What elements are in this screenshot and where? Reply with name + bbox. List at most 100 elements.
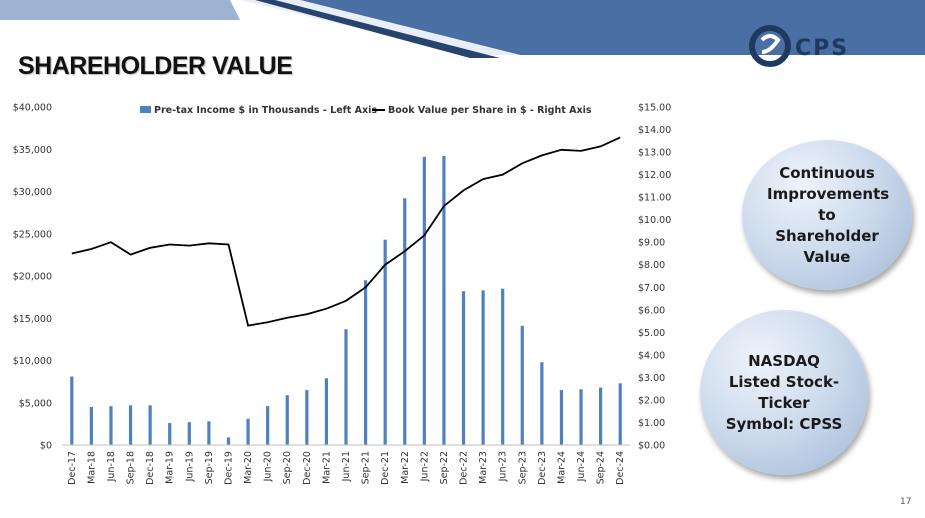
right-tick-label: $12.00 <box>638 170 671 181</box>
bar-Dec-19 <box>226 437 231 445</box>
x-tick-label: Dec-18 <box>145 451 156 485</box>
x-axis: Dec-17 Mar-18 Jun-18 Sep-18 Dec-18 Mar-19 Jun-… <box>67 451 626 485</box>
bar-Dec-23 <box>540 362 544 445</box>
page-number: 17 <box>900 497 912 507</box>
bar-Mar-22 <box>403 198 407 445</box>
book-value-line <box>71 136 621 327</box>
callout-nasdaq: NASDAQ Listed Stock- Ticker Symbol: CPSS <box>700 310 868 475</box>
x-tick-label: Sep-23 <box>517 451 528 484</box>
bar-Jun-21 <box>344 329 348 445</box>
legend-label-bars: Pre-tax Income $ in Thousands - Left Axi… <box>154 105 377 116</box>
bar-Sep-20 <box>285 395 289 445</box>
right-tick-label: $6.00 <box>638 305 665 316</box>
right-tick-label: $7.00 <box>638 283 665 294</box>
right-tick-label: $8.00 <box>638 260 665 271</box>
right-tick-label: $10.00 <box>638 215 671 226</box>
legend: Pre-tax Income $ in Thousands - Left Axi… <box>140 105 592 116</box>
callout-1-text: Continuous Improvements to Shareholder V… <box>767 163 890 266</box>
x-tick-label: Dec-17 <box>67 451 78 485</box>
x-tick-label: Dec-20 <box>302 451 313 485</box>
x-tick-label: Jun-20 <box>263 451 274 482</box>
bar-Jun-22 <box>422 156 426 445</box>
x-tick-label: Mar-22 <box>400 451 411 484</box>
x-tick-label: Dec-19 <box>223 451 234 485</box>
x-tick-label: Jun-19 <box>184 451 195 482</box>
x-tick-label: Jun-23 <box>498 451 509 482</box>
callout-2-text: NASDAQ Listed Stock- Ticker Symbol: CPSS <box>725 351 843 433</box>
x-tick-label: Mar-18 <box>86 451 97 484</box>
x-tick-label: Mar-20 <box>243 451 254 484</box>
legend-label-line: Book Value per Share in $ - Right Axis <box>388 105 592 116</box>
left-tick-label: $5,000 <box>19 398 52 409</box>
logo-text: CPS <box>795 36 850 61</box>
page-title: SHAREHOLDER VALUE <box>18 52 293 80</box>
right-tick-label: $13.00 <box>638 148 671 159</box>
right-tick-label: $4.00 <box>638 350 665 361</box>
cps-logo <box>749 25 791 67</box>
bar-Sep-23 <box>520 325 524 445</box>
bar-Dec-24 <box>618 383 622 445</box>
left-tick-label: $10,000 <box>13 356 52 367</box>
left-tick-label: $20,000 <box>13 272 52 283</box>
bar-Mar-18 <box>89 406 93 445</box>
x-tick-label: Sep-24 <box>596 451 607 484</box>
x-tick-label: Sep-22 <box>439 451 450 484</box>
x-tick-label: Jun-22 <box>419 451 430 482</box>
header-banner <box>0 0 925 58</box>
left-axis: $0 $5,000 $10,000 $15,000 $20,000 $25,000 $30,… <box>13 103 52 452</box>
x-tick-label: Jun-24 <box>576 451 587 482</box>
x-tick-label: Sep-19 <box>204 451 215 484</box>
callout-shareholder-value: Continuous Improvements to Shareholder V… <box>742 140 912 290</box>
bar-Dec-17 <box>70 376 74 445</box>
shareholder-value-chart: $0 $5,000 $10,000 $15,000 $20,000 $25,000 $30,… <box>13 103 672 485</box>
right-axis: $0.00 $1.00 $2.00 $3.00 $4.00 $5.00 $6.00 $7.00… <box>638 103 671 452</box>
bar-Jun-18 <box>109 406 113 445</box>
x-tick-label: Sep-21 <box>361 451 372 484</box>
right-tick-label: $5.00 <box>638 328 665 339</box>
x-tick-label: Dec-24 <box>615 451 626 485</box>
left-tick-label: $35,000 <box>13 145 52 156</box>
right-tick-label: $11.00 <box>638 193 671 204</box>
bar-Dec-21 <box>383 239 387 445</box>
bar-Dec-18 <box>148 405 152 445</box>
x-tick-label: Jun-21 <box>341 451 352 482</box>
bar-Sep-18 <box>128 405 133 445</box>
bar-Mar-21 <box>324 378 329 445</box>
right-tick-label: $2.00 <box>638 395 665 406</box>
x-tick-label: Dec-22 <box>459 451 470 485</box>
bar-Mar-23 <box>481 290 485 445</box>
x-tick-label: Jun-18 <box>106 451 117 482</box>
left-tick-label: $25,000 <box>13 229 52 240</box>
bar-Mar-19 <box>168 423 172 445</box>
right-tick-label: $14.00 <box>638 125 671 136</box>
x-tick-label: Mar-19 <box>165 451 176 484</box>
left-tick-label: $0 <box>40 441 52 452</box>
bar-Sep-24 <box>599 387 603 445</box>
left-tick-label: $30,000 <box>13 187 52 198</box>
left-tick-label: $40,000 <box>13 103 52 114</box>
x-tick-label: Mar-21 <box>321 451 332 484</box>
x-tick-label: Dec-21 <box>380 451 391 485</box>
right-tick-label: $0.00 <box>638 441 665 452</box>
bar-Sep-19 <box>207 421 211 445</box>
bar-Mar-20 <box>246 418 250 445</box>
bar-Mar-24 <box>559 390 564 445</box>
x-tick-label: Mar-24 <box>556 451 567 484</box>
bar-Jun-23 <box>501 288 505 445</box>
bar-Sep-22 <box>442 156 446 445</box>
right-tick-label: $1.00 <box>638 418 665 429</box>
bar-Dec-22 <box>461 291 466 445</box>
bar-Sep-21 <box>363 280 368 445</box>
bar-Jun-20 <box>266 406 270 445</box>
right-tick-label: $9.00 <box>638 238 665 249</box>
right-tick-label: $15.00 <box>638 103 671 114</box>
x-tick-label: Sep-20 <box>282 451 293 484</box>
x-tick-label: Sep-18 <box>126 451 137 484</box>
x-tick-label: Mar-23 <box>478 451 489 484</box>
left-tick-label: $15,000 <box>13 314 52 325</box>
bar-Jun-19 <box>187 422 191 445</box>
pretax-income-bars <box>70 156 622 445</box>
bar-Jun-24 <box>579 389 583 445</box>
bar-Dec-20 <box>305 390 309 445</box>
right-tick-label: $3.00 <box>638 373 665 384</box>
